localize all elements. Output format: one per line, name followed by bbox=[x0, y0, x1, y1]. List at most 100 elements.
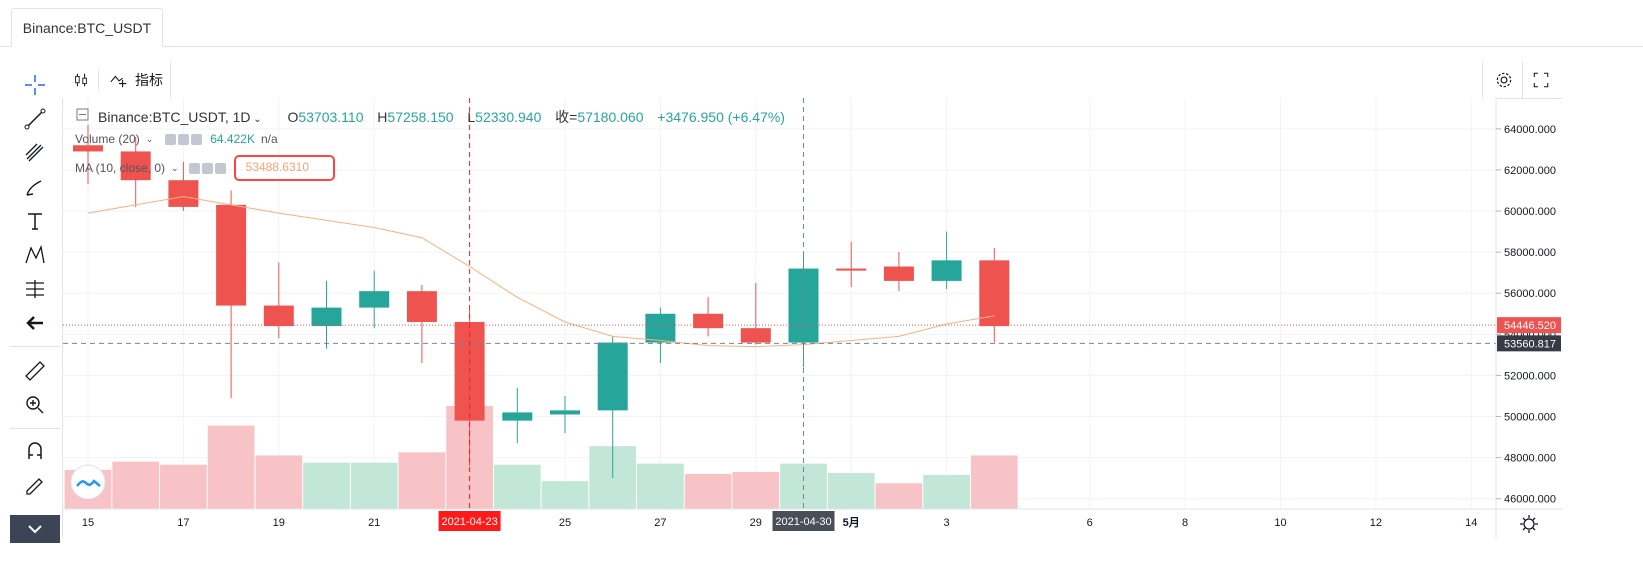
crosshair-icon[interactable] bbox=[22, 72, 48, 98]
volume-bar bbox=[207, 425, 255, 509]
reset-scale-button[interactable] bbox=[1520, 515, 1538, 533]
ohlc-legend bbox=[76, 108, 89, 121]
toolbar-divider bbox=[1482, 62, 1483, 98]
candle-body bbox=[883, 266, 914, 281]
candlestick-chart[interactable]: 64000.000 62000.000 60000.000 58000.000 5600… bbox=[63, 98, 1563, 538]
time-tick-label: 29 bbox=[750, 517, 762, 529]
left-toolbar bbox=[10, 62, 60, 565]
volume-bar bbox=[112, 461, 160, 509]
top-toolbar: 指标 bbox=[62, 62, 1562, 99]
ohlc-legend-text: Binance:BTC_USDT, 1D ⌄ O53703.110 H57258… bbox=[98, 109, 785, 125]
chart-area[interactable]: 64000.000 62000.000 60000.000 58000.000 5600… bbox=[62, 98, 1563, 538]
high-label: H bbox=[377, 109, 388, 125]
crosshair-price-label-bg bbox=[1497, 335, 1561, 352]
gear-icon[interactable] bbox=[201, 162, 213, 174]
volume-bar bbox=[970, 455, 1018, 509]
price-tick-label: 48000.000 bbox=[1504, 453, 1556, 465]
crosshair-time-label-red: 2021-04-23 bbox=[441, 516, 497, 528]
collapse-toolbar-button[interactable] bbox=[10, 515, 60, 543]
price-tick-label: 56000.000 bbox=[1504, 288, 1556, 300]
price-tick-label: 60000.000 bbox=[1504, 206, 1556, 218]
magnet-icon[interactable] bbox=[22, 438, 48, 464]
volume-bar bbox=[684, 473, 732, 509]
high-value: 57258.150 bbox=[387, 109, 454, 125]
trend-line-icon[interactable] bbox=[22, 106, 48, 132]
change-value: +3476.950 (+6.47%) bbox=[657, 109, 785, 125]
candle-body bbox=[168, 180, 199, 207]
text-icon[interactable] bbox=[22, 208, 48, 234]
volume-bar bbox=[255, 455, 303, 509]
gear-icon bbox=[1496, 72, 1512, 88]
crosshair-price-label: 53560.817 bbox=[1504, 338, 1556, 350]
time-tick-label: 25 bbox=[559, 517, 571, 529]
chart-type-button[interactable] bbox=[72, 68, 90, 92]
price-tick-label: 58000.000 bbox=[1504, 247, 1556, 259]
candle-body bbox=[502, 412, 533, 421]
candle-body bbox=[216, 204, 247, 306]
price-tick-label: 52000.000 bbox=[1504, 370, 1556, 382]
eye-icon[interactable] bbox=[188, 162, 200, 174]
sun-icon bbox=[1523, 518, 1535, 530]
tab-bar: Binance:BTC_USDT bbox=[0, 0, 1643, 47]
volume-bar bbox=[732, 471, 780, 509]
volume-bar bbox=[923, 475, 970, 509]
close-label: 收= bbox=[555, 109, 578, 125]
eye-icon[interactable] bbox=[165, 133, 177, 145]
back-arrow-icon[interactable] bbox=[22, 310, 48, 336]
time-tick-label: 6 bbox=[1087, 517, 1093, 529]
volume-bar bbox=[398, 452, 446, 509]
crosshair-time-label-red-bg bbox=[438, 511, 501, 531]
volume-bar bbox=[827, 472, 875, 509]
indicator-icon bbox=[110, 75, 127, 88]
ma-line bbox=[87, 196, 995, 348]
ma-legend: MA (10, close, 0) ⌄ 53488.6310 bbox=[75, 155, 335, 181]
crosshair-time-label-grey: 2021-04-30 bbox=[775, 516, 831, 528]
candle-body bbox=[979, 260, 1010, 327]
candle-body bbox=[931, 260, 962, 281]
close-icon[interactable] bbox=[214, 162, 226, 174]
open-value: 53703.110 bbox=[298, 109, 364, 125]
candles bbox=[73, 124, 1010, 479]
volume-bar bbox=[541, 481, 589, 509]
ruler-icon[interactable] bbox=[22, 358, 48, 384]
fib-icon[interactable] bbox=[22, 140, 48, 166]
fullscreen-button[interactable] bbox=[1532, 68, 1550, 92]
candles-icon bbox=[75, 73, 87, 87]
volume-extra: n/a bbox=[260, 132, 278, 146]
candle-body bbox=[359, 291, 390, 308]
time-tick-label: 19 bbox=[273, 517, 285, 529]
tab-binance-btc-usdt[interactable]: Binance:BTC_USDT bbox=[11, 8, 163, 47]
indicators-button[interactable]: 指标 bbox=[108, 68, 163, 92]
candle-body bbox=[73, 145, 103, 152]
time-tick-label: 27 bbox=[654, 517, 666, 529]
measure-range-icon[interactable] bbox=[22, 276, 48, 302]
time-tick-label: 10 bbox=[1274, 517, 1286, 529]
open-label: O bbox=[287, 109, 299, 125]
volume-bar bbox=[493, 464, 541, 509]
close-value: 57180.060 bbox=[577, 109, 644, 125]
pattern-icon[interactable] bbox=[22, 242, 48, 268]
volume-legend: Volume (20) ⌄ 64.422K n/a bbox=[75, 132, 278, 146]
toolbar-divider bbox=[1522, 62, 1523, 98]
candle-body bbox=[740, 328, 771, 343]
volume-value: 64.422K bbox=[210, 132, 255, 146]
candle-body bbox=[311, 307, 342, 327]
price-axis: 64000.000 62000.000 60000.000 58000.000 5600… bbox=[1496, 124, 1556, 506]
candle-body bbox=[693, 313, 724, 329]
lock-draw-icon[interactable] bbox=[22, 472, 48, 498]
volume-label[interactable]: Volume (20) bbox=[75, 132, 140, 146]
brush-icon[interactable] bbox=[22, 174, 48, 200]
candle-body bbox=[120, 151, 151, 181]
toolbar-divider bbox=[170, 62, 171, 98]
price-tick-label: 62000.000 bbox=[1504, 165, 1556, 177]
symbol-label[interactable]: Binance:BTC_USDT, 1D bbox=[98, 109, 251, 125]
zoom-in-icon[interactable] bbox=[22, 392, 48, 418]
ma-label[interactable]: MA (10, close, 0) bbox=[75, 161, 166, 175]
gear-icon[interactable] bbox=[178, 133, 190, 145]
toolbar-divider bbox=[10, 346, 60, 347]
candle-body bbox=[550, 410, 580, 415]
close-icon[interactable] bbox=[191, 133, 203, 145]
settings-button[interactable] bbox=[1494, 68, 1514, 92]
crosshair-time-label-grey-bg bbox=[772, 511, 835, 531]
volume-bar bbox=[875, 483, 923, 509]
